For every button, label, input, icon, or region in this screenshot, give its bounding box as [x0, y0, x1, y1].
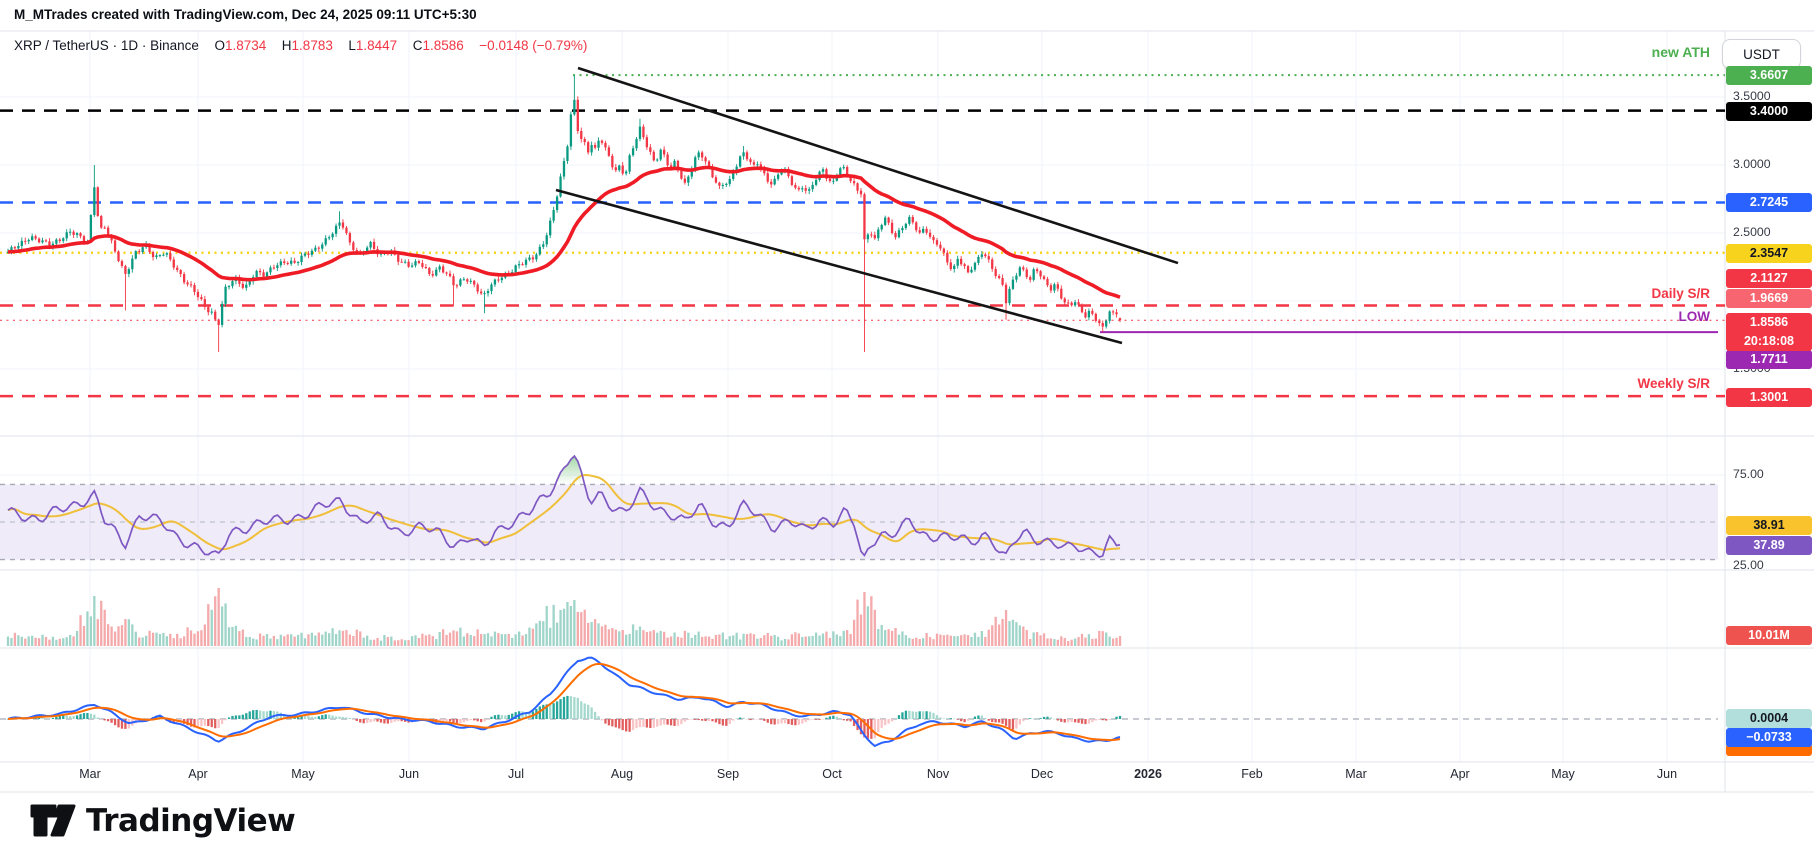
open-label: O	[214, 38, 225, 53]
time-axis-label: Jun	[398, 767, 420, 781]
price-badge: 10.01M	[1726, 625, 1812, 645]
symbol-name: XRP / TetherUS	[14, 38, 109, 53]
time-axis-label: Oct	[822, 767, 842, 781]
axis-tick-label: 2.5000	[1733, 225, 1771, 239]
price-badge: 2.1127	[1726, 268, 1812, 288]
exchange: Binance	[150, 38, 199, 53]
time-axis-label: Apr	[1450, 767, 1470, 781]
time-axis-label: Jul	[508, 767, 524, 781]
time-axis-label: May	[1551, 767, 1575, 781]
close-label: C	[412, 38, 423, 53]
gridlines	[0, 30, 1814, 793]
time-axis-label: May	[291, 767, 315, 781]
axis-tick-label: 75.00	[1733, 467, 1764, 481]
price-badge	[1726, 744, 1812, 756]
daily-sr-label[interactable]: Daily S/R	[1651, 286, 1710, 301]
time-axis-label: Aug	[610, 767, 634, 781]
currency-toggle-button[interactable]: USDT	[1722, 39, 1801, 69]
price-badge: 1.7711	[1726, 349, 1812, 369]
time-axis-label: Sep	[716, 767, 740, 781]
descending-channel-trendlines[interactable]	[555, 66, 1179, 345]
new-ath-label[interactable]: new ATH	[1651, 44, 1710, 60]
close-value: 1.8586	[422, 38, 464, 53]
price-badge: 37.89	[1726, 535, 1812, 555]
time-axis-label: Apr	[188, 767, 208, 781]
macd-pane	[0, 656, 1718, 748]
price-badge: 1.9669	[1726, 288, 1812, 308]
time-axis-label: Mar	[1345, 767, 1367, 781]
price-badge: 2.3547	[1726, 243, 1812, 263]
time-axis-label: Jun	[1656, 767, 1678, 781]
time-axis-label: Mar	[79, 767, 101, 781]
price-badge: 3.6607	[1726, 65, 1812, 85]
axis-tick-label: 25.00	[1733, 558, 1764, 572]
price-badge: 0.0004	[1726, 708, 1812, 728]
symbol-legend[interactable]: XRP / TetherUS · 1D · Binance O1.8734 H1…	[14, 38, 588, 53]
axis-tick-label: 3.0000	[1733, 157, 1771, 171]
time-axis-label: Dec	[1030, 767, 1054, 781]
macd-line[interactable]	[7, 656, 1121, 748]
support-resistance-lines[interactable]	[0, 74, 1725, 398]
price-badge: 1.3001	[1726, 387, 1812, 407]
price-badge: −0.0733	[1726, 727, 1812, 747]
time-axis-label: Feb	[1241, 767, 1263, 781]
interval: 1D	[120, 38, 139, 53]
low-line-label[interactable]: LOW	[1678, 309, 1711, 324]
rsi-line[interactable]	[7, 454, 1121, 559]
high-value: 1.8783	[291, 38, 333, 53]
macd-signal-line[interactable]	[7, 662, 1121, 742]
moving-average-line[interactable]	[7, 165, 1121, 299]
rsi-ma-line[interactable]	[7, 473, 1121, 551]
rsi-pane	[0, 454, 1718, 561]
price-badge: 3.4000	[1726, 101, 1812, 121]
time-axis-label: Nov	[926, 767, 950, 781]
high-label: H	[281, 38, 292, 53]
price-badge: 2.7245	[1726, 192, 1812, 212]
open-value: 1.8734	[224, 38, 267, 53]
countdown-timer: 20:18:08	[1743, 334, 1795, 348]
low-value: 1.8447	[355, 38, 398, 53]
tradingview-logo-text: TradingView	[86, 803, 296, 839]
axis-tick-label: 3.5000	[1733, 89, 1771, 103]
change-value: −0.0148 (−0.79%)	[479, 38, 588, 53]
current-price-badge: 1.8586 20:18:08	[1726, 313, 1812, 351]
attribution-bar: M_MTrades created with TradingView.com, …	[14, 7, 477, 22]
time-axis-label: 2026	[1134, 767, 1162, 781]
low-label: L	[348, 38, 356, 53]
price-badge: 38.91	[1726, 515, 1812, 535]
volume-pane	[6, 588, 1122, 646]
weekly-sr-label[interactable]: Weekly S/R	[1637, 376, 1710, 391]
tradingview-logo[interactable]: TradingView	[30, 799, 296, 843]
tradingview-logo-icon	[30, 804, 76, 837]
candlestick-series	[6, 75, 1122, 352]
